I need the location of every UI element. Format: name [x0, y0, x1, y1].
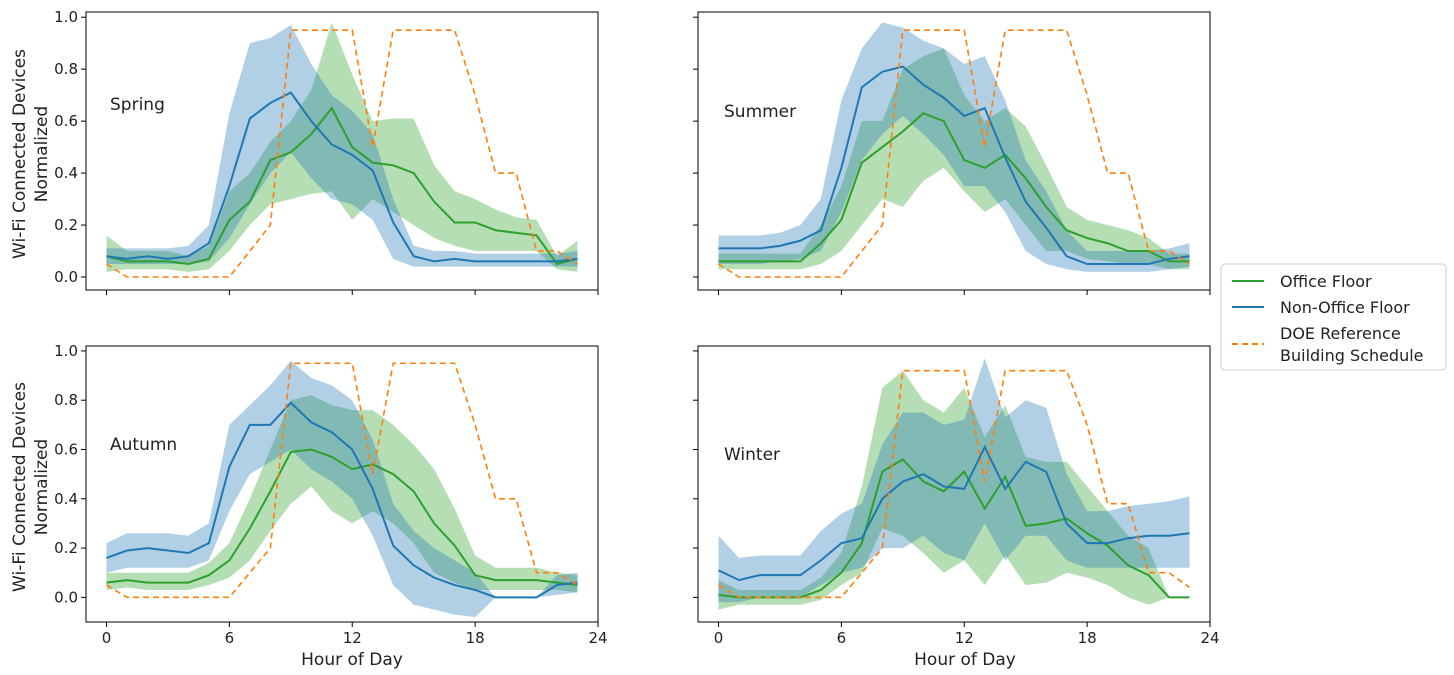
summer-doe-line	[718, 29, 1190, 278]
legend-label-doe-line2: Building Schedule	[1280, 346, 1424, 365]
spring-non-office-line	[106, 91, 578, 263]
winter-xtick-label: 0	[714, 629, 724, 647]
spring-ytick-label: 1.0	[54, 8, 78, 26]
winter-non-office-line	[718, 444, 1190, 582]
spring-ytick-label: 0.4	[54, 164, 78, 182]
winter-xtick-label: 12	[955, 629, 974, 647]
spring-doe-line	[106, 29, 578, 278]
spring-plot-frame	[85, 11, 599, 291]
winter-xtick-label: 24	[1200, 629, 1219, 647]
autumn-xtick-label: 12	[343, 629, 362, 647]
ylabel-bottom-line1: Wi-Fi Connected Devices	[10, 382, 30, 592]
autumn-office-band	[106, 395, 578, 593]
panel-summer: Summer	[693, 11, 1211, 295]
ylabel-bottom-line2: Normalized	[32, 439, 52, 535]
summer-non-office-line	[718, 65, 1190, 266]
panel-winter: 0 6 12 18 24 Winter	[693, 345, 1220, 647]
autumn-ytick-label: 0.6	[54, 441, 78, 459]
spring-ytick-label: 0.2	[54, 216, 78, 234]
autumn-non-office-line	[106, 401, 578, 599]
spring-non-office-band	[106, 24, 578, 267]
autumn-office-line	[106, 448, 578, 587]
xlabel-bottom-right: Hour of Day	[914, 650, 1016, 670]
winter-xtick-label: 18	[1078, 629, 1097, 647]
winter-office-band	[718, 370, 1190, 610]
summer-season-label: Summer	[724, 102, 796, 122]
autumn-ytick-label: 0.2	[54, 539, 78, 557]
autumn-ytick-label: 0.0	[54, 588, 78, 606]
legend-label-doe-line1: DOE Reference	[1280, 324, 1401, 343]
autumn-plot-frame	[85, 345, 599, 623]
summer-plot-frame	[697, 11, 1211, 291]
winter-plot-frame	[697, 345, 1211, 623]
autumn-ytick-label: 0.4	[54, 490, 78, 508]
autumn-ytick-label: 0.8	[54, 391, 78, 409]
winter-season-label: Winter	[724, 445, 780, 465]
autumn-xtick-label: 18	[466, 629, 485, 647]
legend-label-office: Office Floor	[1280, 272, 1372, 291]
autumn-ytick-label: 1.0	[54, 342, 78, 360]
ylabel-top-line2: Normalized	[32, 106, 52, 202]
autumn-season-label: Autumn	[110, 435, 177, 455]
spring-office-band	[106, 22, 578, 272]
legend-label-non-office: Non-Office Floor	[1280, 298, 1410, 317]
autumn-doe-line	[106, 362, 578, 599]
legend: Office Floor Non-Office Floor DOE Refere…	[1220, 263, 1447, 371]
autumn-xtick-label: 0	[102, 629, 112, 647]
spring-office-line	[106, 106, 578, 266]
legend-frame	[1220, 263, 1447, 371]
spring-ytick-label: 0.6	[54, 112, 78, 130]
panel-spring: 0.0 0.2 0.4 0.6 0.8 1.0 Spring	[54, 8, 599, 295]
autumn-xtick-label: 24	[588, 629, 607, 647]
winter-doe-line	[718, 369, 1190, 599]
spring-season-label: Spring	[110, 95, 165, 115]
winter-xtick-label: 6	[837, 629, 847, 647]
spring-ytick-label: 0.8	[54, 60, 78, 78]
spring-ytick-label: 0.0	[54, 268, 78, 286]
summer-office-band	[718, 48, 1190, 270]
summer-non-office-band	[718, 22, 1190, 272]
xlabel-bottom-left: Hour of Day	[301, 650, 403, 670]
autumn-non-office-band	[106, 360, 578, 618]
summer-office-line	[718, 112, 1190, 263]
autumn-xtick-label: 6	[225, 629, 235, 647]
ylabel-top-line1: Wi-Fi Connected Devices	[10, 49, 30, 259]
panel-autumn: 0 6 12 18 24 0.0 0.2 0.4 0.6 0.8 1.0 Autumn	[54, 342, 607, 647]
